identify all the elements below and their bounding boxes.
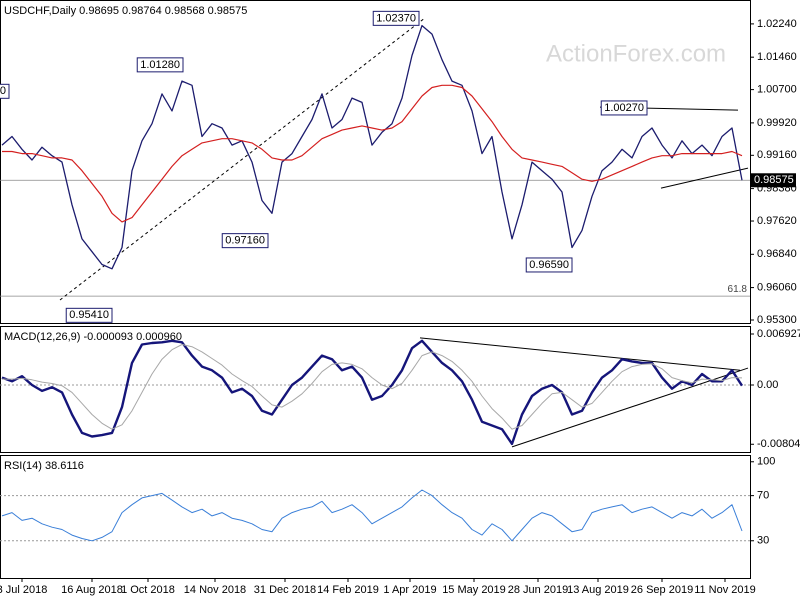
annotation-box — [525, 257, 573, 273]
annotation-label: 1.00270 — [604, 102, 644, 114]
y-tick-label: 0.95300 — [757, 314, 797, 326]
y-tick-label: 0.99160 — [757, 149, 797, 161]
annotation-label: 0.95410 — [69, 309, 109, 321]
x-tick-label: 11 Nov 2019 — [694, 584, 756, 596]
price-annotation: 1.00270 — [600, 100, 648, 116]
x-tick-label: 15 May 2019 — [442, 584, 506, 596]
level-box — [750, 173, 796, 188]
y-tick-label: 100 — [757, 456, 775, 468]
y-tick-label: 0.00 — [757, 379, 778, 391]
y-tick-label: 1.01460 — [757, 51, 797, 63]
x-tick-label: 3 Jul 2018 — [0, 584, 47, 596]
x-tick-label: 14 Feb 2019 — [317, 584, 379, 596]
y-tick-label: 0.006927 — [757, 328, 800, 340]
y-tick-label: 0.96060 — [757, 281, 797, 293]
trendline — [419, 337, 741, 371]
x-tick-label: 13 Aug 2019 — [567, 584, 629, 596]
level-label: 0.98575 — [754, 174, 794, 186]
panel-frame — [0, 326, 751, 453]
y-tick-label: 1.02240 — [757, 18, 797, 30]
trendline — [511, 367, 749, 448]
y-tick-label: -0.008049 — [757, 438, 800, 450]
annotation-label: 1.02370 — [376, 12, 416, 24]
series-line — [1, 489, 743, 542]
y-tick-label: 1.00700 — [757, 84, 797, 96]
x-tick-label: 1 Oct 2018 — [121, 584, 175, 596]
annotation-label: 0 — [0, 85, 6, 97]
annotation-label: 1.01280 — [140, 59, 180, 71]
x-tick-label: 28 Jun 2019 — [508, 584, 569, 596]
panel-frame — [0, 0, 751, 324]
panel-title: USDCHF,Daily 0.98695 0.98764 0.98568 0.9… — [4, 5, 247, 17]
series-line — [2, 84, 743, 223]
series-line — [1, 339, 744, 446]
x-tick-label: 14 Nov 2018 — [184, 584, 246, 596]
x-tick-label: 31 Dec 2018 — [254, 584, 316, 596]
y-tick-label: 0.97620 — [757, 215, 797, 227]
annotation-label: 0.96590 — [529, 259, 569, 271]
y-tick-label: 30 — [757, 535, 769, 547]
annotation-box — [65, 307, 113, 323]
x-tick-label: 26 Sep 2019 — [631, 584, 693, 596]
price-annotation: 0 — [0, 83, 10, 99]
panel-title: MACD(12,26,9) -0.000093 0.000960 — [4, 331, 182, 343]
y-tick-label: 0.99920 — [757, 117, 797, 129]
annotation-box — [372, 10, 420, 26]
price-annotation: 1.01280 — [136, 57, 184, 73]
trendline — [59, 17, 426, 301]
series-line — [2, 344, 743, 430]
y-tick-label: 0.96840 — [757, 248, 797, 260]
annotation-label: 0.97160 — [225, 235, 265, 247]
watermark: ActionForex.com — [546, 40, 726, 67]
y-tick-label: 70 — [757, 490, 769, 502]
level-label: 61.8 — [728, 284, 748, 295]
panel-title: RSI(14) 38.6116 — [4, 460, 84, 472]
series-line — [1, 24, 743, 270]
panel-frame — [0, 455, 751, 579]
price-annotation: 0.97160 — [221, 233, 269, 249]
x-tick-label: 16 Aug 2018 — [61, 584, 123, 596]
annotation-box — [136, 57, 184, 73]
price-annotation: 0.95410 — [65, 307, 113, 323]
annotation-box — [0, 83, 10, 99]
trendline — [660, 167, 749, 189]
price-annotation: 0.96590 — [525, 257, 573, 273]
x-tick-label: 1 Apr 2019 — [383, 584, 436, 596]
annotation-box — [600, 100, 648, 116]
price-annotation: 1.02370 — [372, 10, 420, 26]
annotation-box — [221, 233, 269, 249]
